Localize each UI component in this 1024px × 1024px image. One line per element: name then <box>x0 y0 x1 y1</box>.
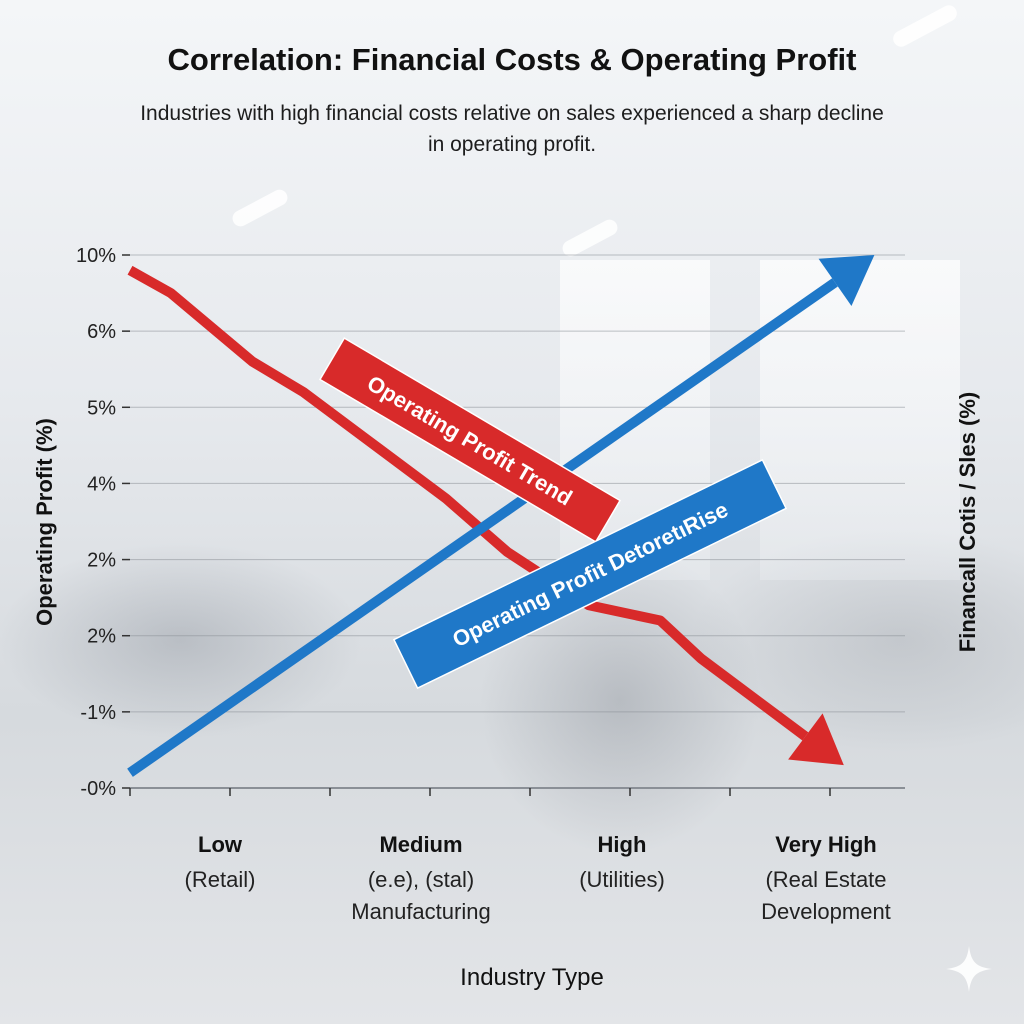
x-category-label: Very High <box>775 832 876 857</box>
y2-axis-title: Financall Cotis / Sles (%) <box>955 392 980 652</box>
banner-label: Operating Profit Trend <box>363 370 577 510</box>
x-category-sublabel: (Real Estate <box>765 867 886 892</box>
sparkle-icon <box>946 946 992 992</box>
x-axis-title: Industry Type <box>460 964 604 991</box>
banner-background <box>392 458 788 690</box>
y-tick-label: -1% <box>80 702 116 724</box>
x-category-sublabel: (e.e), (stal) <box>368 867 474 892</box>
x-category-label: Medium <box>379 832 462 857</box>
y-tick-label: 5% <box>87 397 116 419</box>
y-tick-label: 4% <box>87 473 116 495</box>
y-tick-label: 2% <box>87 626 116 648</box>
banner-background <box>318 337 622 543</box>
y-tick-label: 10% <box>76 245 116 267</box>
y-axis-title: Operating Profit (%) <box>32 418 57 626</box>
x-category-label: Low <box>198 832 243 857</box>
chart-subtitle: Industries with high financial costs rel… <box>140 102 884 156</box>
y-tick-label: 6% <box>87 321 116 343</box>
x-category-sublabel: (Utilities) <box>579 867 665 892</box>
x-category-sublabel: (Retail) <box>185 867 256 892</box>
cost-trend-arrowhead <box>818 255 875 307</box>
x-category-label: High <box>598 832 647 857</box>
y-tick-label: -0% <box>80 778 116 800</box>
y-tick-label: 2% <box>87 550 116 572</box>
chart-title: Correlation: Financial Costs & Operating… <box>167 42 857 77</box>
x-category-sublabel: Development <box>761 899 891 924</box>
cost-trend-line <box>127 278 838 777</box>
profit-trend-arrowhead <box>788 713 844 766</box>
x-category-sublabel: Manufacturing <box>351 899 490 924</box>
